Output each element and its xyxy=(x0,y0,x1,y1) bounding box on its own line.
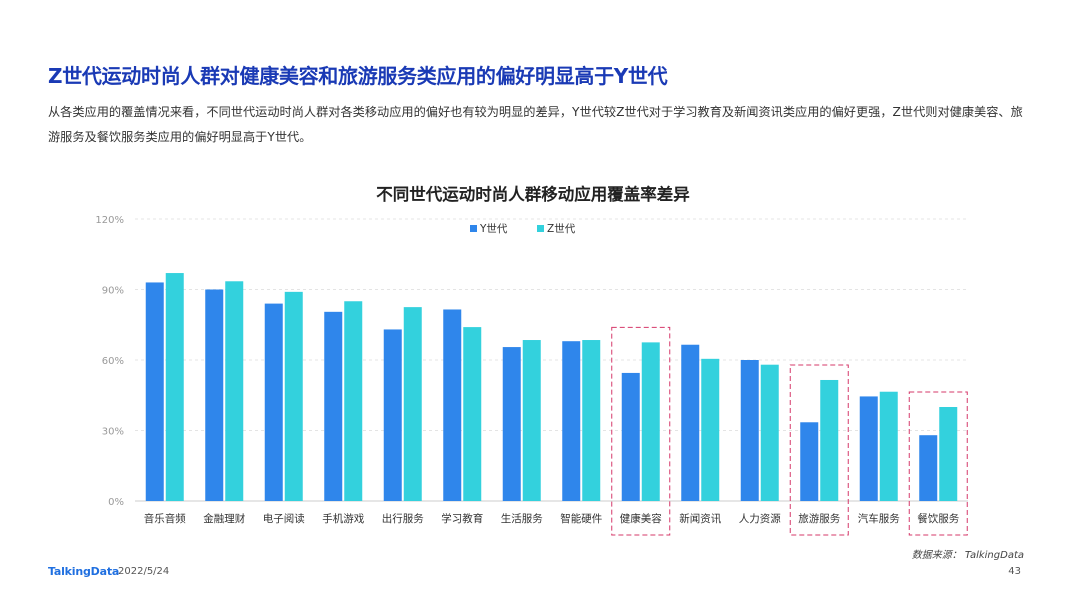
y-tick-label: 60% xyxy=(102,356,124,367)
bar-y-gen xyxy=(502,347,521,501)
bar-y-gen xyxy=(740,360,759,501)
legend-label: Y世代 xyxy=(479,223,508,235)
legend-label: Z世代 xyxy=(547,223,576,235)
bar-y-gen xyxy=(621,372,640,501)
bar-y-gen xyxy=(443,309,462,501)
x-tick-label: 学习教育 xyxy=(441,512,483,525)
talkingdata-logo: TalkingData xyxy=(48,565,120,578)
x-tick-label: 新闻资讯 xyxy=(679,512,721,525)
x-tick-label: 电子阅读 xyxy=(263,512,305,525)
bar-z-gen xyxy=(225,281,244,501)
x-tick-label: 健康美容 xyxy=(620,512,662,525)
bar-y-gen xyxy=(324,311,343,501)
y-tick-label: 30% xyxy=(102,427,124,438)
x-tick-label: 智能硬件 xyxy=(560,512,602,525)
legend-swatch xyxy=(470,225,477,232)
y-tick-label: 0% xyxy=(108,497,124,508)
bar-z-gen xyxy=(522,340,541,501)
legend-swatch xyxy=(537,225,544,232)
data-source: 数据来源： TalkingData xyxy=(911,550,1024,561)
bar-z-gen xyxy=(284,291,303,501)
report-date: 2022/5/24 xyxy=(118,566,170,577)
bar-z-gen xyxy=(939,407,958,501)
x-tick-label: 餐饮服务 xyxy=(917,512,959,525)
y-tick-label: 120% xyxy=(95,215,124,226)
bar-z-gen xyxy=(879,391,898,501)
bar-z-gen xyxy=(701,358,720,501)
highlight-box xyxy=(789,364,849,536)
bar-z-gen xyxy=(760,364,779,501)
bar-y-gen xyxy=(145,282,164,501)
bar-z-gen xyxy=(582,340,601,501)
bar-y-gen xyxy=(681,344,700,501)
bar-z-gen xyxy=(641,342,660,501)
bar-y-gen xyxy=(919,435,938,501)
page-description: 从各类应用的覆盖情况来看，不同世代运动时尚人群对各类移动应用的偏好也有较为明显的… xyxy=(48,105,1023,144)
x-tick-label: 人力资源 xyxy=(739,512,781,525)
page-number: 43 xyxy=(1008,566,1021,577)
x-tick-label: 旅游服务 xyxy=(798,512,840,525)
bar-z-gen xyxy=(165,273,184,501)
bar-z-gen xyxy=(344,301,363,501)
bar-y-gen xyxy=(383,329,402,501)
bar-y-gen xyxy=(205,289,224,501)
x-tick-label: 生活服务 xyxy=(501,512,543,525)
y-tick-label: 90% xyxy=(102,286,124,297)
x-tick-label: 手机游戏 xyxy=(322,512,364,525)
x-tick-label: 音乐音频 xyxy=(144,512,186,525)
highlight-box xyxy=(908,391,968,536)
bar-z-gen xyxy=(463,327,482,501)
bar-y-gen xyxy=(859,396,878,501)
x-tick-label: 出行服务 xyxy=(382,512,424,525)
x-tick-label: 金融理财 xyxy=(203,512,245,525)
bar-y-gen xyxy=(562,341,581,501)
highlight-box xyxy=(611,326,671,536)
bar-z-gen xyxy=(403,307,422,501)
chart-title: 不同世代运动时尚人群移动应用覆盖率差异 xyxy=(376,185,690,204)
bar-y-gen xyxy=(264,303,283,501)
x-tick-label: 汽车服务 xyxy=(858,512,900,525)
page-title: Z世代运动时尚人群对健康美容和旅游服务类应用的偏好明显高于Y世代 xyxy=(48,64,668,88)
bar-z-gen xyxy=(820,379,839,501)
bar-y-gen xyxy=(800,422,819,501)
